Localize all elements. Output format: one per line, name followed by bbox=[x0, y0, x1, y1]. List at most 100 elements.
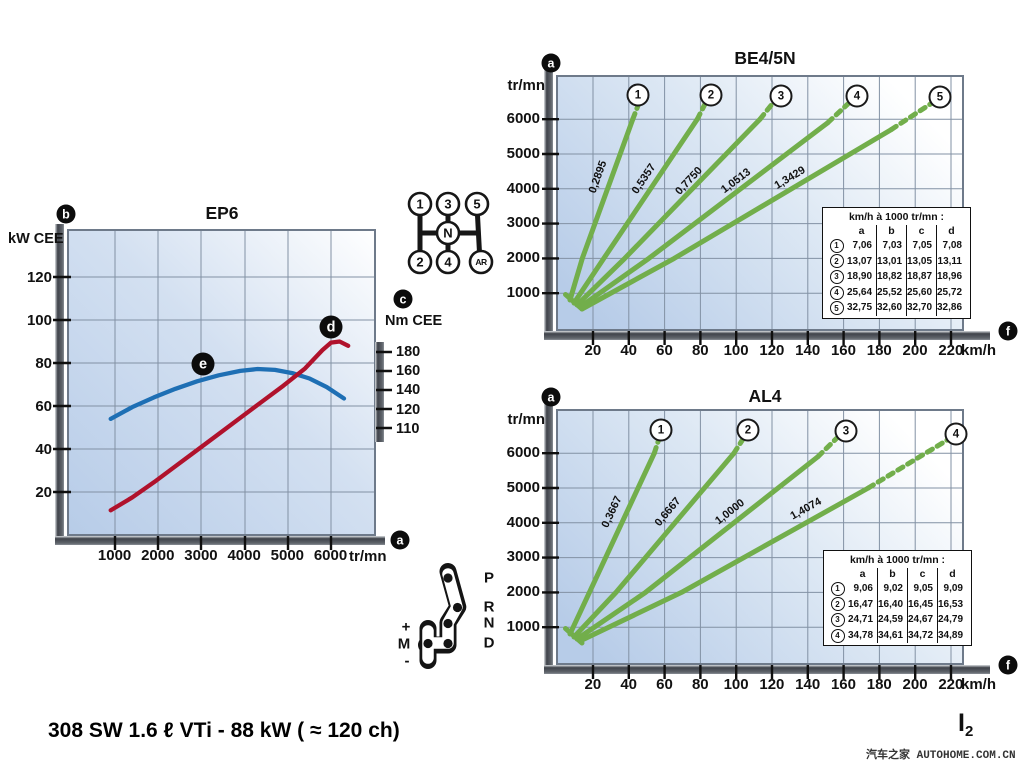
table-corner-cell bbox=[827, 568, 848, 581]
x-tick-label: 120 bbox=[759, 342, 785, 359]
table-row: 5 32,75 32,60 32,70 32,86 bbox=[826, 300, 967, 316]
ref-b-badge: b bbox=[56, 204, 76, 224]
x-tick-label: 2000 bbox=[141, 547, 175, 564]
gear-number-marker: 3 bbox=[769, 84, 793, 108]
gear-number-marker: 1 bbox=[626, 83, 650, 107]
y-tick-label: 60 bbox=[35, 398, 52, 415]
gear-number-marker: 3 bbox=[834, 419, 858, 443]
table-col-header: a bbox=[859, 568, 866, 580]
speed-cell-c: 16,45 bbox=[907, 596, 937, 613]
x-tick-label: 5000 bbox=[270, 547, 305, 564]
x-tick-label: 20 bbox=[584, 342, 602, 359]
speed-cell-d: 24,79 bbox=[937, 612, 967, 628]
table-row: 3 24,71 24,59 24,67 24,79 bbox=[827, 612, 968, 628]
shifter-position-label: 2 bbox=[416, 254, 424, 270]
shifter-position-label: 5 bbox=[473, 196, 481, 212]
y-tick-label: 4000 bbox=[506, 513, 540, 531]
shifter-position-label: 4 bbox=[444, 254, 452, 270]
al4-x-tick-labels: 20 40 60 80 100 120 140 160 180 200 220 bbox=[575, 676, 969, 693]
x-tick-label: 180 bbox=[866, 676, 892, 693]
speed-cell-b: 18,82 bbox=[876, 269, 906, 285]
speed-cell-d: 32,86 bbox=[936, 300, 966, 316]
gate-position-label: M bbox=[397, 635, 411, 653]
table-corner-cell bbox=[826, 225, 847, 238]
table-body: 1 9,06 9,02 9,05 9,09 2 16,47 16,40 16,4… bbox=[827, 581, 968, 644]
ref-a-badge-ep6: a bbox=[390, 530, 410, 550]
speed-cell-d: 7,08 bbox=[936, 238, 966, 254]
right-tick-label: 120 bbox=[396, 401, 421, 418]
table-col-header: a bbox=[858, 225, 865, 237]
speed-cell-d: 18,96 bbox=[936, 269, 966, 285]
speed-cell-c: 34,72 bbox=[907, 627, 937, 644]
speed-cell-d: 25,72 bbox=[936, 284, 966, 301]
speed-cell-d: 34,89 bbox=[937, 627, 967, 644]
gear-number-marker: 5 bbox=[928, 85, 952, 109]
speed-cell-c: 9,05 bbox=[907, 581, 937, 597]
ref-f-badge-be45n: f bbox=[998, 321, 1018, 341]
model-designation: 308 SW 1.6 ℓ VTi - 88 kW ( ≈ 120 ch) bbox=[48, 719, 400, 742]
be45n-x-unit: km/h bbox=[961, 342, 997, 359]
ep6-x-tick-labels: 1000 2000 3000 4000 5000 6000 bbox=[93, 547, 352, 564]
gate-position-label: - bbox=[404, 652, 410, 670]
y-tick-label: 100 bbox=[26, 312, 52, 329]
speed-cell-a: 32,75 bbox=[847, 302, 873, 314]
speed-cell-a: 9,06 bbox=[853, 583, 873, 594]
gear-number-marker: 2 bbox=[699, 83, 723, 107]
ref-f-badge-al4: f bbox=[998, 655, 1018, 675]
y-tick-label: 20 bbox=[35, 484, 52, 501]
table-row: 4 25,64 25,52 25,60 25,72 bbox=[826, 284, 967, 301]
speed-cell-d: 9,09 bbox=[937, 581, 967, 597]
speed-cell-c: 13,05 bbox=[906, 253, 936, 270]
right-tick-label: 180 bbox=[396, 344, 421, 360]
speed-cell-a: 16,47 bbox=[848, 598, 874, 610]
x-tick-label: 220 bbox=[938, 342, 964, 359]
y-tick-label: 3000 bbox=[506, 214, 540, 232]
x-tick-label: 6000 bbox=[313, 547, 348, 564]
gate-position-label: R bbox=[483, 598, 495, 616]
be45n-x-tick-labels: 20 40 60 80 100 120 140 160 180 200 220 bbox=[575, 342, 969, 359]
y-tick-label: 6000 bbox=[506, 110, 540, 127]
table-row: 2 13,07 13,01 13,05 13,11 bbox=[826, 253, 967, 270]
ep6-title: EP6 bbox=[205, 203, 239, 223]
x-tick-label: 4000 bbox=[227, 547, 261, 564]
x-tick-label: 220 bbox=[938, 676, 964, 693]
ref-a-badge-al4: a bbox=[541, 387, 561, 407]
shifter-position-label: 3 bbox=[444, 196, 452, 212]
al4-x-unit: km/h bbox=[961, 676, 997, 693]
gate-position-label: N bbox=[483, 614, 495, 632]
x-tick-label: 120 bbox=[759, 676, 785, 693]
x-tick-label: 40 bbox=[620, 676, 638, 693]
table-row: 1 9,06 9,02 9,05 9,09 bbox=[827, 581, 968, 597]
y-tick-label: 120 bbox=[26, 269, 52, 286]
speed-cell-b: 7,03 bbox=[876, 238, 906, 254]
gate-position-label: D bbox=[483, 634, 495, 652]
x-tick-label: 180 bbox=[866, 342, 892, 359]
y-tick-label: 4000 bbox=[506, 179, 540, 197]
x-tick-label: 200 bbox=[902, 342, 928, 359]
x-tick-label: 60 bbox=[656, 342, 673, 359]
speed-cell-a: 13,07 bbox=[847, 255, 873, 267]
x-tick-label: 160 bbox=[830, 342, 856, 359]
watermark: 汽车之家 AUTOHOME.COM.CN bbox=[866, 750, 1016, 762]
x-tick-label: 160 bbox=[830, 676, 856, 693]
speed-cell-b: 24,59 bbox=[877, 612, 907, 628]
gate-position-label: P bbox=[483, 569, 495, 587]
table-col-header: b bbox=[877, 568, 907, 581]
al4-gear-lines bbox=[563, 431, 952, 646]
speed-cell-c: 32,70 bbox=[906, 300, 936, 316]
al4-y-unit: tr/mn bbox=[507, 411, 546, 428]
x-tick-label: 60 bbox=[656, 676, 673, 693]
right-tick-label: 110 bbox=[396, 420, 420, 437]
table-row: 1 7,06 7,03 7,05 7,08 bbox=[826, 238, 967, 254]
shifter-position-label: N bbox=[443, 225, 453, 241]
x-tick-label: 80 bbox=[691, 676, 709, 693]
speed-cell-b: 32,60 bbox=[876, 300, 906, 316]
speed-cell-c: 18,87 bbox=[906, 269, 936, 285]
y-tick-label: 2000 bbox=[506, 583, 540, 601]
table-col-header: c bbox=[907, 568, 937, 581]
gear-number-cell: 4 bbox=[830, 628, 845, 643]
